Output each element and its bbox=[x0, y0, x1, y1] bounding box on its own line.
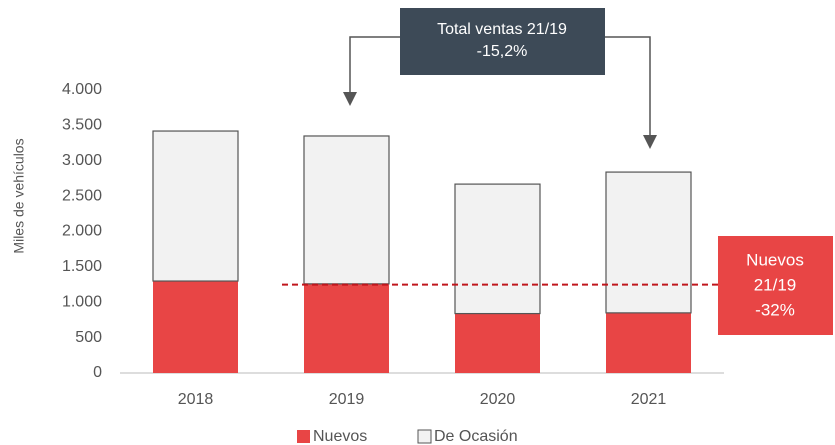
y-tick-label: 3.500 bbox=[62, 117, 102, 134]
bar-segment bbox=[454, 183, 541, 315]
arrow-left bbox=[349, 36, 400, 95]
legend-label: Nuevos bbox=[313, 428, 367, 445]
annotation-text: Nuevos bbox=[746, 250, 804, 269]
y-tick-label: 2.500 bbox=[62, 187, 102, 204]
bar-segment bbox=[152, 130, 239, 282]
y-tick-label: 0 bbox=[93, 364, 102, 381]
annotation-text: -15,2% bbox=[477, 43, 528, 60]
x-tick-label: 2018 bbox=[178, 391, 214, 408]
annotation-text: Total ventas 21/19 bbox=[437, 21, 567, 38]
bar-segment bbox=[303, 135, 390, 285]
bar-segment bbox=[153, 281, 238, 373]
annotation-box bbox=[400, 8, 605, 75]
x-tick-label: 2021 bbox=[631, 391, 667, 408]
y-axis-label: Miles de vehículos bbox=[11, 138, 27, 253]
bar-segment bbox=[304, 283, 389, 373]
arrow-head bbox=[643, 135, 657, 149]
arrows bbox=[349, 36, 651, 138]
x-tick-label: 2019 bbox=[329, 391, 365, 408]
y-tick-label: 3.000 bbox=[62, 152, 102, 169]
legend-swatch bbox=[417, 429, 432, 444]
y-tick-label: 1.000 bbox=[62, 293, 102, 310]
arrow-right bbox=[605, 36, 651, 138]
annotation-box bbox=[718, 236, 833, 335]
y-tick-label: 500 bbox=[75, 329, 102, 346]
annotation-text: 21/19 bbox=[754, 275, 797, 294]
bar-segment bbox=[606, 312, 691, 373]
bar-segment bbox=[605, 171, 692, 314]
y-tick-label: 4.000 bbox=[62, 81, 102, 98]
y-tick-label: 2.000 bbox=[62, 223, 102, 240]
legend-swatch bbox=[297, 430, 310, 443]
y-tick-label: 1.500 bbox=[62, 258, 102, 275]
legend-label: De Ocasión bbox=[434, 428, 518, 445]
x-tick-label: 2020 bbox=[480, 391, 516, 408]
arrow-head bbox=[343, 92, 357, 106]
annotation-text: -32% bbox=[755, 300, 795, 319]
bar-segment bbox=[455, 313, 540, 373]
